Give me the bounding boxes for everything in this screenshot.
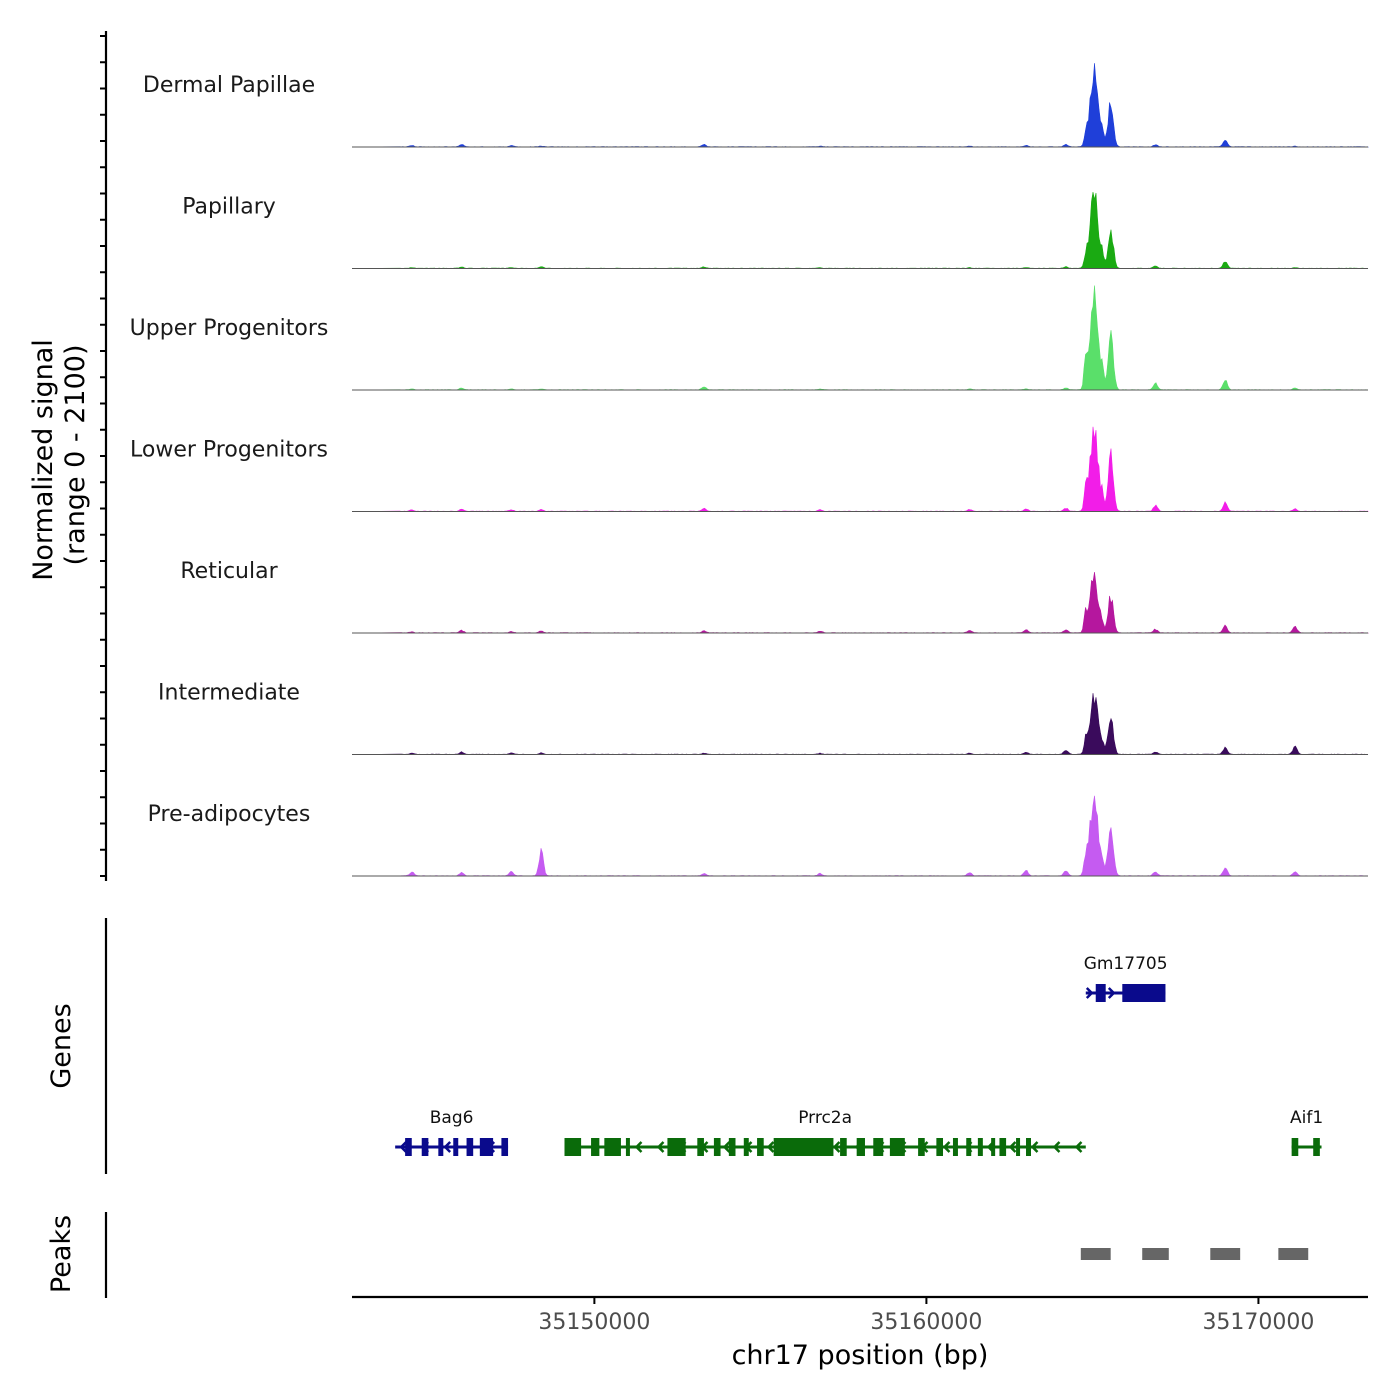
y-axis-title-line2: (range 0 - 2100) (60, 345, 91, 566)
peaks-panel-title: Peaks (46, 1215, 77, 1293)
gene-exon-prrc2a-23 (1026, 1138, 1031, 1156)
track-papillary: Papillary (182, 191, 1369, 269)
gene-exon-bag6-0 (405, 1138, 412, 1156)
gene-strand-chevron-bag6 (443, 1141, 452, 1153)
gene-exon-prrc2a-4 (667, 1138, 686, 1156)
gene-exon-prrc2a-14 (889, 1138, 905, 1156)
track-label-upper-progenitors: Upper Progenitors (130, 316, 329, 341)
gene-strand-chevron-prrc2a (656, 1141, 665, 1153)
gene-exon-prrc2a-20 (991, 1138, 996, 1156)
track-intermediate: Intermediate (158, 681, 1369, 755)
gene-exon-aif1-0 (1291, 1138, 1299, 1156)
gene-label-bag6: Bag6 (430, 1108, 474, 1128)
y-axis-title-line1: Normalized signal (28, 339, 59, 581)
peak-region-1 (1142, 1248, 1169, 1260)
gene-exon-prrc2a-18 (966, 1138, 972, 1156)
signal-tracks: Dermal Papillae Papillary Upper Progenitor… (130, 63, 1370, 877)
signal-area-lower-progenitors (351, 426, 1369, 512)
gene-exon-bag6-5 (479, 1138, 494, 1156)
track-label-reticular: Reticular (180, 559, 278, 584)
x-axis-ticks: 35150000 35160000 35170000 (538, 1297, 1314, 1335)
gene-exon-bag6-3 (453, 1138, 459, 1156)
genes-panel-title: Genes (46, 1003, 77, 1088)
gene-label-aif1: Aif1 (1290, 1108, 1323, 1128)
peak-region-3 (1278, 1248, 1309, 1260)
signal-area-upper-progenitors (351, 285, 1369, 391)
gene-exon-bag6-6 (501, 1138, 509, 1156)
gene-strand-chevron-prrc2a (634, 1141, 643, 1153)
signal-area-reticular (351, 571, 1370, 634)
track-pre-adipocytes: Pre-adipocytes (148, 795, 1369, 877)
gene-exon-prrc2a-11 (840, 1138, 847, 1156)
track-upper-progenitors: Upper Progenitors (130, 285, 1369, 391)
gene-exon-prrc2a-3 (625, 1138, 630, 1156)
gene-exon-prrc2a-19 (977, 1138, 983, 1156)
gene-strand-chevron-gm17705 (1085, 987, 1094, 999)
gene-strand-chevron-prrc2a (942, 1141, 951, 1153)
gene-exon-prrc2a-6 (713, 1138, 721, 1156)
gene-exon-prrc2a-7 (728, 1138, 736, 1156)
gene-track: Bag6 Prrc2a Gm17705 Aif1 (395, 954, 1323, 1156)
gene-strand-chevron-prrc2a (1008, 1141, 1017, 1153)
track-reticular: Reticular (180, 559, 1370, 634)
gene-exon-prrc2a-22 (1016, 1138, 1021, 1156)
gene-exon-gm17705-1 (1122, 984, 1166, 1002)
gene-strand-chevron-prrc2a (722, 1141, 731, 1153)
gene-gm17705: Gm17705 (1084, 954, 1168, 1002)
track-dermal-papillae: Dermal Papillae (143, 63, 1370, 148)
track-lower-progenitors: Lower Progenitors (130, 426, 1369, 512)
gene-exon-prrc2a-15 (918, 1138, 925, 1156)
gene-strand-chevron-prrc2a (1052, 1141, 1061, 1153)
gene-exon-prrc2a-12 (856, 1138, 865, 1156)
gene-exon-prrc2a-17 (952, 1138, 958, 1156)
gene-exon-prrc2a-0 (564, 1138, 582, 1156)
peak-region-2 (1210, 1248, 1241, 1260)
signal-y-axis-ticks (100, 35, 106, 877)
x-tick-label-1: 35160000 (870, 1310, 982, 1335)
gene-strand-chevron-prrc2a (766, 1141, 775, 1153)
track-label-pre-adipocytes: Pre-adipocytes (148, 802, 311, 827)
gene-bag6: Bag6 (395, 1108, 509, 1156)
peak-region-0 (1080, 1248, 1111, 1260)
x-tick-label-0: 35150000 (538, 1310, 650, 1335)
gene-label-gm17705: Gm17705 (1084, 954, 1168, 974)
gene-strand-chevron-prrc2a (1030, 1141, 1039, 1153)
peak-track (1080, 1248, 1309, 1260)
gene-strand-chevron-bag6 (399, 1141, 408, 1153)
gene-exon-prrc2a-5 (697, 1138, 704, 1156)
gene-aif1: Aif1 (1290, 1108, 1323, 1156)
gene-exon-prrc2a-8 (743, 1138, 749, 1156)
gene-exon-prrc2a-10 (773, 1138, 834, 1156)
gene-exon-prrc2a-21 (999, 1138, 1007, 1156)
gene-exon-prrc2a-2 (604, 1138, 621, 1156)
signal-area-intermediate (351, 693, 1369, 755)
track-label-lower-progenitors: Lower Progenitors (130, 438, 328, 463)
gene-prrc2a: Prrc2a (564, 1108, 1086, 1156)
gene-exon-bag6-4 (466, 1138, 474, 1156)
signal-area-dermal-papillae (351, 63, 1370, 148)
gene-exon-aif1-1 (1313, 1138, 1320, 1156)
gene-exon-prrc2a-13 (873, 1138, 884, 1156)
gene-exon-gm17705-0 (1095, 984, 1106, 1002)
track-label-intermediate: Intermediate (158, 681, 300, 706)
gene-strand-chevron-prrc2a (1074, 1141, 1083, 1153)
gene-strand-chevron-prrc2a (832, 1141, 841, 1153)
x-axis-title: chr17 position (bp) (732, 1340, 989, 1371)
signal-area-pre-adipocytes (352, 795, 1369, 877)
signal-area-papillary (351, 191, 1369, 269)
gene-label-prrc2a: Prrc2a (798, 1108, 852, 1128)
gene-exon-bag6-1 (421, 1138, 429, 1156)
gene-strand-chevron-gm17705 (1107, 987, 1116, 999)
track-label-dermal-papillae: Dermal Papillae (143, 73, 315, 98)
track-label-papillary: Papillary (182, 195, 276, 220)
gene-exon-prrc2a-1 (591, 1138, 600, 1156)
gene-exon-bag6-2 (438, 1138, 444, 1156)
gene-exon-prrc2a-9 (757, 1138, 764, 1156)
x-tick-label-2: 35170000 (1202, 1310, 1314, 1335)
gene-exon-prrc2a-16 (936, 1138, 944, 1156)
